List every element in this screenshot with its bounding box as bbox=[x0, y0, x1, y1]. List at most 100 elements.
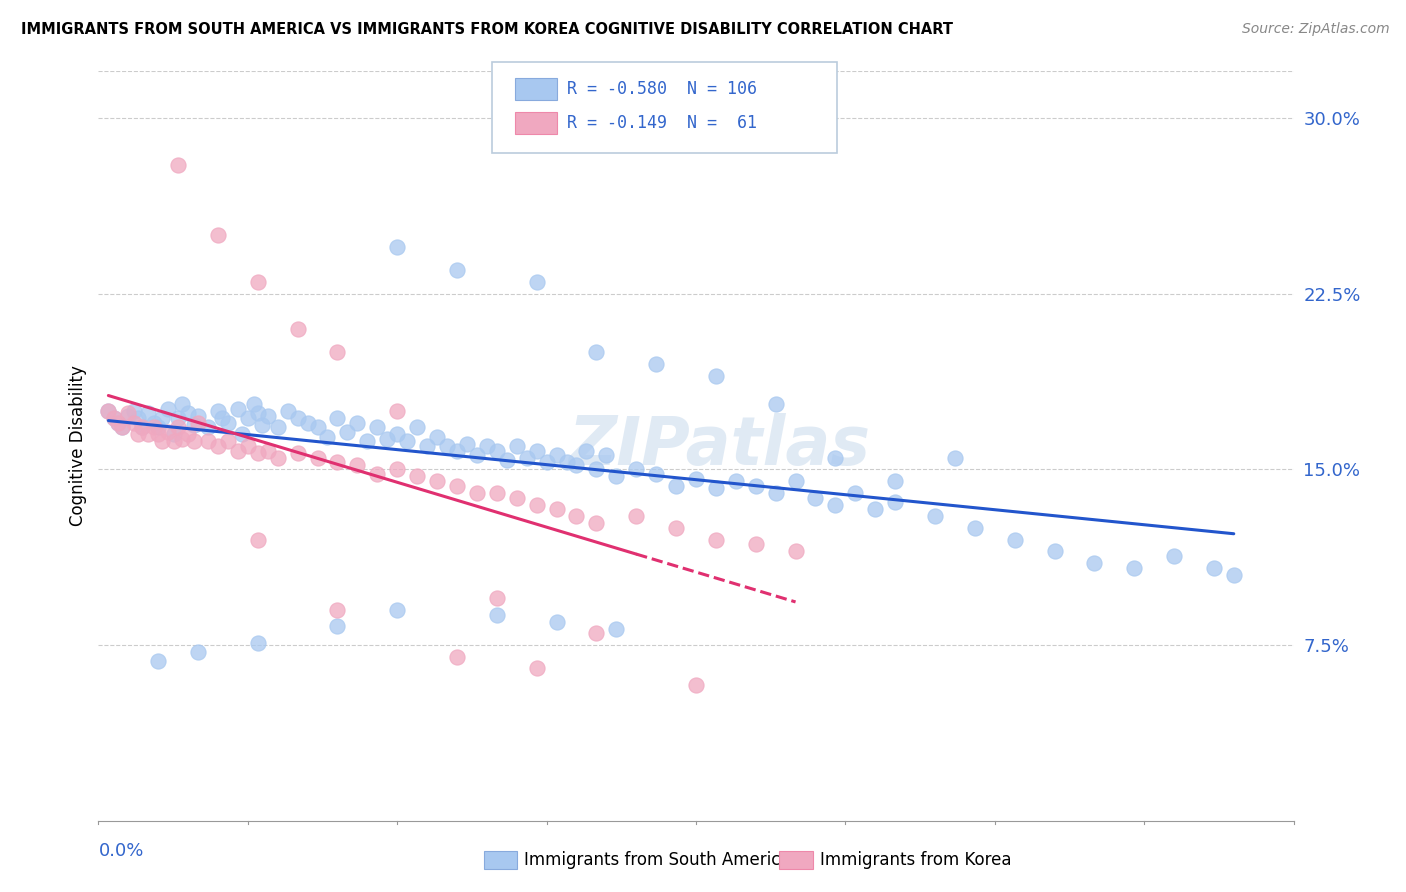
Point bbox=[287, 411, 309, 425]
Point bbox=[187, 416, 209, 430]
Point bbox=[287, 446, 309, 460]
Point bbox=[267, 420, 290, 434]
Point bbox=[745, 479, 768, 493]
Point bbox=[226, 443, 249, 458]
Point bbox=[645, 357, 668, 371]
Point bbox=[124, 404, 146, 418]
Point bbox=[236, 411, 259, 425]
Point bbox=[143, 416, 166, 430]
Point bbox=[167, 158, 190, 172]
Point bbox=[157, 401, 180, 416]
Point bbox=[745, 537, 768, 551]
Point bbox=[124, 416, 146, 430]
Point bbox=[111, 420, 134, 434]
Point bbox=[963, 521, 986, 535]
Point bbox=[485, 485, 508, 500]
Point bbox=[385, 240, 409, 254]
Point bbox=[246, 275, 269, 289]
Point bbox=[485, 443, 508, 458]
Point bbox=[626, 509, 648, 524]
Point bbox=[595, 449, 617, 463]
Point bbox=[465, 485, 488, 500]
Point bbox=[136, 427, 159, 442]
Point bbox=[217, 416, 239, 430]
Point bbox=[183, 417, 205, 432]
Point bbox=[1043, 544, 1066, 558]
Point bbox=[207, 439, 229, 453]
Point bbox=[884, 495, 907, 509]
Point bbox=[385, 404, 409, 418]
Point bbox=[246, 406, 269, 420]
Point bbox=[1163, 549, 1185, 563]
Point bbox=[526, 443, 548, 458]
Point bbox=[177, 406, 200, 420]
Point bbox=[217, 434, 239, 449]
Point bbox=[172, 397, 194, 411]
Point bbox=[226, 401, 249, 416]
Point bbox=[148, 420, 170, 434]
Point bbox=[506, 439, 529, 453]
Point bbox=[943, 450, 966, 465]
Point bbox=[765, 485, 787, 500]
Point bbox=[446, 479, 468, 493]
Point bbox=[177, 427, 200, 442]
Point bbox=[495, 453, 517, 467]
Point bbox=[326, 603, 349, 617]
Point bbox=[246, 635, 269, 649]
Point bbox=[665, 521, 688, 535]
Point bbox=[385, 462, 409, 476]
Point bbox=[187, 409, 209, 423]
Point bbox=[117, 406, 139, 420]
Point bbox=[844, 485, 866, 500]
Point bbox=[326, 411, 349, 425]
Point bbox=[326, 455, 349, 469]
Point bbox=[197, 420, 219, 434]
Point bbox=[366, 467, 388, 482]
Point bbox=[157, 425, 180, 439]
Point bbox=[103, 411, 125, 425]
Point bbox=[127, 427, 149, 442]
Point bbox=[536, 455, 558, 469]
Point bbox=[585, 345, 607, 359]
Point bbox=[107, 416, 129, 430]
Point bbox=[150, 411, 173, 425]
Point bbox=[526, 661, 548, 675]
Point bbox=[865, 502, 887, 516]
Point bbox=[211, 411, 233, 425]
Point bbox=[287, 322, 309, 336]
Point bbox=[111, 420, 134, 434]
Point bbox=[172, 432, 194, 446]
Point bbox=[127, 411, 149, 425]
Point bbox=[446, 649, 468, 664]
Point bbox=[131, 420, 153, 434]
Point bbox=[526, 498, 548, 512]
Point bbox=[446, 263, 468, 277]
Point bbox=[704, 481, 727, 495]
Point bbox=[207, 228, 229, 243]
Point bbox=[143, 420, 166, 434]
Point bbox=[183, 434, 205, 449]
Point bbox=[346, 416, 368, 430]
Point bbox=[685, 472, 707, 486]
Point bbox=[426, 474, 449, 488]
Point bbox=[396, 434, 419, 449]
Point bbox=[485, 607, 508, 622]
Point bbox=[555, 455, 578, 469]
Point bbox=[704, 533, 727, 547]
Point bbox=[1004, 533, 1026, 547]
Point bbox=[436, 439, 458, 453]
Point bbox=[97, 404, 120, 418]
Text: 0.0%: 0.0% bbox=[98, 842, 143, 860]
Point bbox=[406, 420, 429, 434]
Point bbox=[724, 474, 747, 488]
Point bbox=[117, 409, 139, 423]
Point bbox=[565, 458, 588, 472]
Text: Source: ZipAtlas.com: Source: ZipAtlas.com bbox=[1241, 22, 1389, 37]
Point bbox=[1083, 556, 1105, 570]
Point bbox=[150, 434, 173, 449]
Point bbox=[585, 516, 607, 531]
Point bbox=[824, 498, 846, 512]
Point bbox=[103, 411, 125, 425]
Y-axis label: Cognitive Disability: Cognitive Disability bbox=[69, 366, 87, 526]
Point bbox=[785, 544, 807, 558]
